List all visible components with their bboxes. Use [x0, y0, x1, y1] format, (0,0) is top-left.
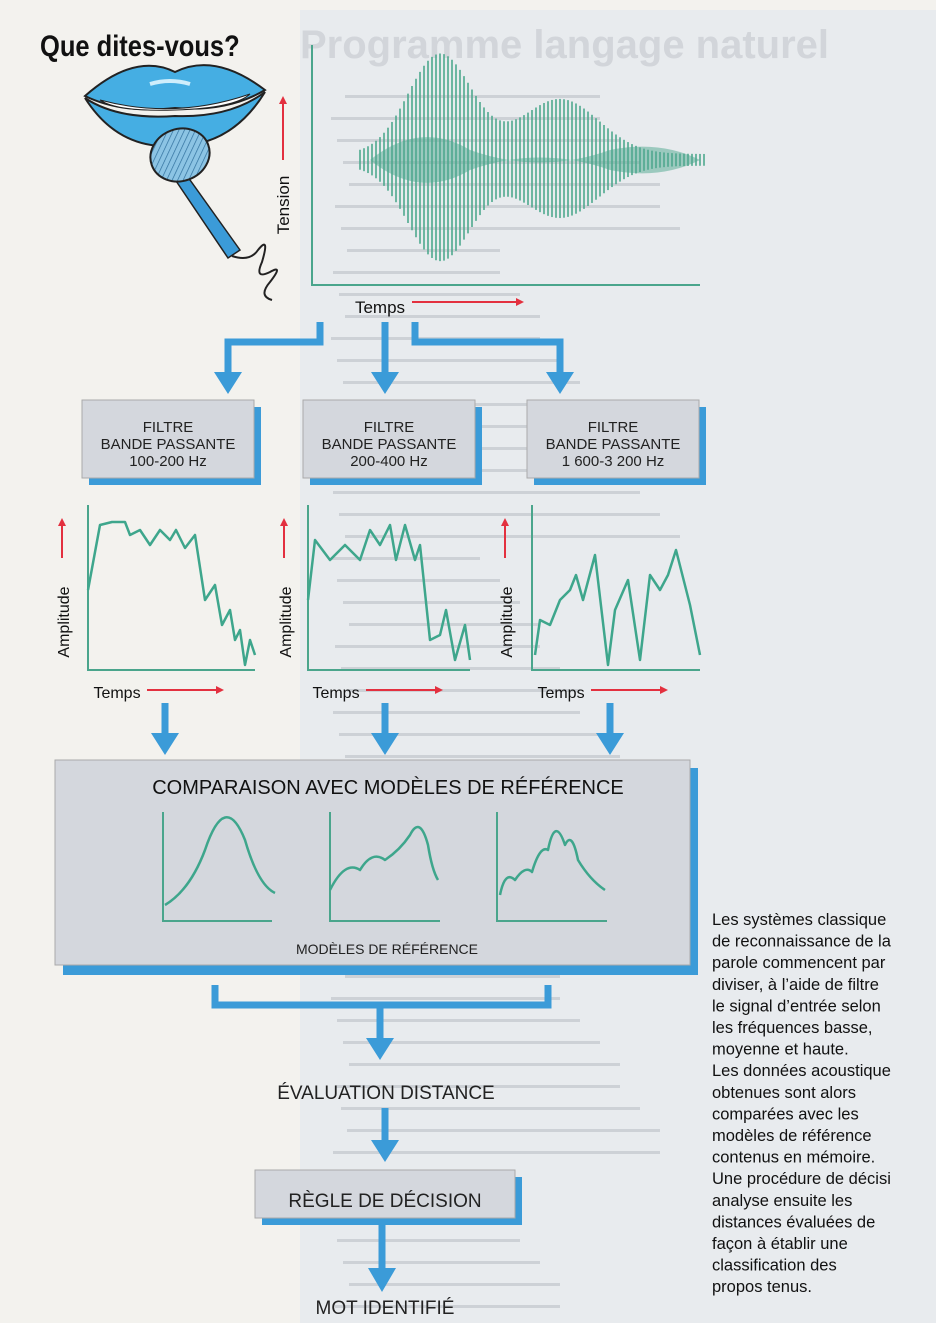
caption-line: modèles de référence — [712, 1127, 872, 1145]
filter-label: BANDE PASSANTE — [322, 436, 457, 453]
caption-line: de reconnaissance de la — [712, 933, 892, 951]
y-label: Amplitude — [278, 586, 295, 657]
x-label: Temps — [93, 685, 140, 702]
filters: FILTREBANDE PASSANTE100-200 HzFILTREBAND… — [82, 400, 706, 485]
caption-line: contenus en mémoire. — [712, 1149, 875, 1167]
signal-y-label: Tension — [274, 176, 293, 235]
filter-label: FILTRE — [364, 419, 415, 436]
page: Programme langage naturel Que dites-vous… — [0, 0, 936, 1323]
filter-label: 1 600-3 200 Hz — [562, 453, 665, 470]
step-label: MOT IDENTIFIÉ — [316, 1298, 455, 1319]
signal-x-label: Temps — [355, 298, 405, 317]
comparison-title: COMPARAISON AVEC MODÈLES DE RÉFÉRENCE — [152, 776, 624, 799]
faint-line — [345, 975, 560, 978]
filter-label: 200-400 Hz — [350, 453, 428, 470]
shape — [170, 172, 240, 258]
down-arrow-head — [151, 733, 179, 755]
shape — [232, 245, 277, 300]
faint-line — [347, 1129, 660, 1132]
faint-line — [333, 491, 640, 494]
faint-line — [341, 227, 680, 230]
faint-line — [331, 557, 480, 560]
faint-line — [349, 1063, 620, 1066]
filter-label: FILTRE — [588, 419, 639, 436]
y-label: Amplitude — [499, 586, 516, 657]
diagram: Programme langage naturel Que dites-vous… — [0, 0, 936, 1323]
caption-line: analyse ensuite les — [712, 1192, 852, 1210]
faint-line — [339, 513, 660, 516]
caption-line: diviser, à l’aide de filtre — [712, 976, 879, 994]
caption-line: moyenne et haute. — [712, 1041, 849, 1059]
faint-line — [337, 1019, 580, 1022]
faint-line — [345, 535, 680, 538]
faint-line — [333, 271, 500, 274]
caption-line: comparées avec les — [712, 1105, 859, 1123]
caption-line: Une procédure de décisi — [712, 1170, 891, 1188]
x-label: Temps — [312, 685, 359, 702]
faint-line — [343, 1261, 540, 1264]
faint-line — [339, 293, 520, 296]
amplitude-curve — [88, 522, 255, 665]
faint-line — [335, 205, 660, 208]
caption-line: parole commencent par — [712, 954, 886, 972]
faint-line — [337, 1239, 520, 1242]
caption-line: Les données acoustique — [712, 1062, 891, 1080]
filter-label: BANDE PASSANTE — [546, 436, 681, 453]
faint-line — [337, 359, 560, 362]
step-label: RÈGLE DE DÉCISION — [288, 1191, 481, 1212]
step-label: ÉVALUATION DISTANCE — [277, 1083, 494, 1104]
microphone-icon — [143, 120, 277, 300]
caption-line: le signal d’entrée selon — [712, 997, 881, 1015]
title: Que dites-vous? — [40, 29, 240, 62]
caption-line: obtenues sont alors — [712, 1084, 856, 1102]
faint-line — [331, 997, 560, 1000]
filter-label: 100-200 Hz — [129, 453, 207, 470]
comparison-subtitle: MODÈLES DE RÉFÉRENCE — [296, 941, 478, 957]
background-title: Programme langage naturel — [300, 23, 829, 67]
faint-line — [343, 601, 520, 604]
x-label: Temps — [537, 685, 584, 702]
faint-line — [333, 711, 580, 714]
filter-label: FILTRE — [143, 419, 194, 436]
caption-line: façon à établir une — [712, 1235, 848, 1253]
caption-line: propos tenus. — [712, 1278, 812, 1296]
faint-line — [337, 579, 500, 582]
faint-line — [345, 755, 620, 758]
caption-line: classification des — [712, 1257, 837, 1275]
caption-line: Les systèmes classique — [712, 911, 886, 929]
caption-line: les fréquences basse, — [712, 1019, 873, 1037]
filter-label: BANDE PASSANTE — [101, 436, 236, 453]
y-label: Amplitude — [56, 586, 73, 657]
caption-line: distances évaluées de — [712, 1213, 875, 1231]
